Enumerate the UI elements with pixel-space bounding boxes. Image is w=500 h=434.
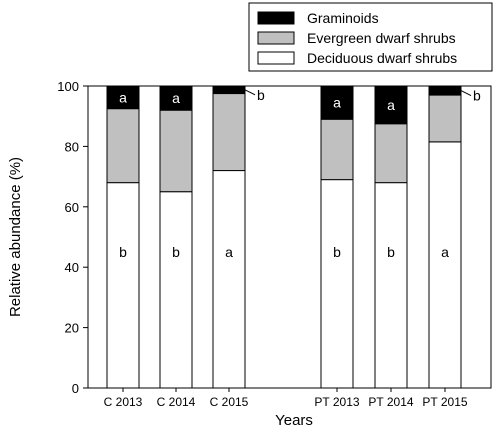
y-tick-label: 80 [65,139,79,154]
x-tick-label: C 2014 [157,395,196,409]
x-tick-label: PT 2014 [368,395,413,409]
x-tick-label: PT 2013 [314,395,359,409]
x-axis-title: Years [275,412,313,429]
legend-label: Evergreen dwarf shrubs [307,30,456,46]
bar-segment [320,118,354,181]
bar-segment [106,182,140,389]
bar-segment [428,85,462,96]
bar-segment [212,170,246,389]
y-tick-label: 20 [65,321,79,336]
significance-letter: a [387,97,395,113]
y-tick-label: 60 [65,200,79,215]
bar-segment [374,85,408,125]
significance-letter: a [119,89,127,105]
bar-segment [212,85,246,95]
significance-letter: b [119,244,127,260]
y-tick-label: 0 [72,381,79,396]
legend-swatch [257,11,295,25]
significance-letter: b [257,87,265,103]
legend-label: Graminoids [307,10,379,26]
significance-letter: a [441,244,449,260]
bar-segment [159,109,193,193]
significance-letter: a [333,95,341,111]
x-tick-label: PT 2015 [422,395,467,409]
bar-segment [320,179,354,389]
bars-group: b a b a a b b a b a a b [106,85,481,389]
bar-segment [212,93,246,172]
x-tick-label: C 2015 [210,395,249,409]
legend-swatch [257,51,295,65]
plot-frame [87,85,492,389]
significance-letter: a [225,244,233,260]
y-axis-title: Relative abundance (%) [7,157,24,317]
x-tick-label: C 2013 [104,395,143,409]
significance-letter: a [172,90,180,106]
axes-group: C 2013 C 2014 C 2015 PT 2013 PT 2014 PT 2015 0… [57,79,492,409]
leader-line [460,90,472,96]
y-tick-label: 100 [57,79,79,94]
legend-swatch [257,31,295,45]
significance-letter: b [172,244,180,260]
bar-segment [159,85,193,111]
bar-segment [159,191,193,389]
bar-segment [374,182,408,389]
significance-letter: b [473,88,481,104]
y-tick-label: 40 [65,260,79,275]
bar-segment [428,141,462,389]
significance-letter: b [333,244,341,260]
legend: Graminoids Evergreen dwarf shrubs Deciduou… [248,2,493,72]
significance-letter: b [387,244,395,260]
bar-segment [428,94,462,143]
bar-segment [374,123,408,184]
legend-label: Deciduous dwarf shrubs [307,50,457,66]
bar-segment [106,108,140,184]
leader-line [244,89,256,96]
